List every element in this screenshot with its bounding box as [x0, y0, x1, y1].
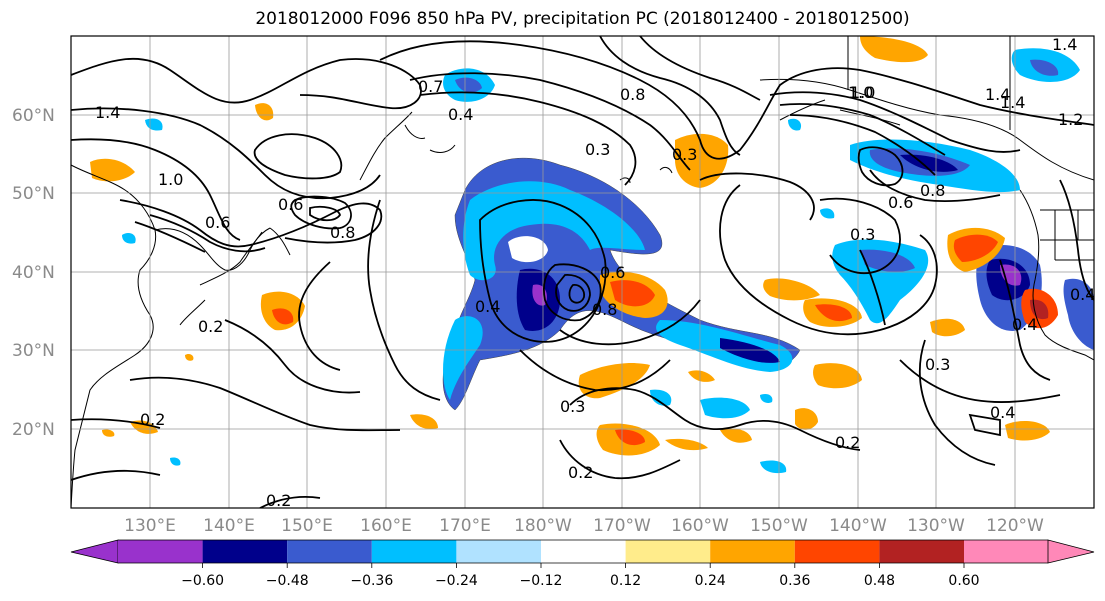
- lat-label-20n: 20°N: [12, 420, 55, 440]
- lon-label: 170°W: [593, 516, 651, 536]
- contour-label: 0.3: [560, 397, 585, 416]
- colorbar-tick-label: −0.12: [520, 573, 563, 589]
- colorbar-tick-label: 0.60: [948, 573, 979, 589]
- contour-label: 0.4: [448, 105, 473, 124]
- kamchatka-coastline: [359, 111, 413, 181]
- colorbar-tick-label: 0.48: [864, 573, 895, 589]
- contour-label: 0.8: [330, 223, 355, 242]
- contour-label: 0.6: [888, 193, 913, 212]
- colorbar-tick-label: −0.48: [266, 573, 309, 589]
- pv-contour-1: [71, 57, 422, 110]
- colorbar-tick-label: 0.12: [610, 573, 641, 589]
- contour-label: 1.0: [158, 170, 183, 189]
- lon-label: 170°E: [439, 516, 491, 536]
- contour-label: 0.4: [475, 297, 500, 316]
- contour-label: 0.8: [620, 85, 645, 104]
- contour-label: 0.6: [278, 195, 303, 214]
- contour-label: 0.3: [925, 355, 950, 374]
- lon-label: 130°E: [124, 516, 176, 536]
- contour-label: 0.2: [198, 317, 223, 336]
- contour-label: 0.2: [266, 491, 291, 510]
- colorbar-segment: [879, 540, 964, 563]
- contour-label: 1.0: [848, 83, 873, 102]
- longitude-labels: 130°E 140°E 150°E 160°E 170°E 180°W 170°…: [124, 516, 1044, 536]
- contour-label: 1.2: [1058, 110, 1083, 129]
- lat-label-40n: 40°N: [12, 263, 55, 283]
- colorbar-segment: [541, 540, 626, 563]
- contour-label: 1.4: [985, 85, 1010, 104]
- contour-label: 1.4: [1000, 93, 1025, 112]
- contour-label: 0.8: [920, 181, 945, 200]
- lon-label: 160°E: [360, 516, 412, 536]
- contour-label: 0.4: [1012, 315, 1037, 334]
- colorbar-extend-right: [1047, 539, 1095, 564]
- map-title: 2018012000 F096 850 hPa PV, precipitatio…: [255, 9, 910, 29]
- colorbar: −0.60 −0.48 −0.36 −0.24 −0.12 0.12 0.24 …: [70, 539, 1095, 589]
- na-west-coastline: [1019, 189, 1094, 361]
- contour-label: 0.6: [600, 263, 625, 282]
- lon-label: 160°W: [671, 516, 729, 536]
- contour-label: 0.2: [835, 433, 860, 452]
- precip-positive-areas: [90, 36, 1058, 456]
- japan-coastline: [179, 231, 263, 326]
- colorbar-tick-label: 0.24: [695, 573, 726, 589]
- colorbar-extend-left: [70, 539, 119, 564]
- colorbar-tick-labels: −0.60 −0.48 −0.36 −0.24 −0.12 0.12 0.24 …: [181, 573, 979, 589]
- contour-label: 0.6: [205, 213, 230, 232]
- colorbar-segment: [118, 540, 203, 563]
- lon-label: 150°W: [750, 516, 808, 536]
- lon-label: 140°W: [829, 516, 887, 536]
- colorbar-segment: [371, 540, 457, 563]
- colorbar-segment: [710, 540, 795, 563]
- contour-label: 0.4: [1070, 285, 1095, 304]
- colorbar-segment: [964, 540, 1048, 563]
- lon-label: 130°W: [907, 516, 965, 536]
- contour-label: 0.7: [418, 77, 443, 96]
- colorbar-ticks: [202, 563, 965, 568]
- colorbar-tick-label: 0.36: [779, 573, 810, 589]
- map-frame: [70, 35, 1095, 509]
- contour-labels: 1.4 1.4 0.7 0.4 1.0 1.0 0.8 0.3 0.6 0.8 …: [95, 35, 1095, 510]
- colorbar-segment: [625, 540, 711, 563]
- contour-label: 0.8: [592, 300, 617, 319]
- lon-label: 150°E: [281, 516, 333, 536]
- lat-label-60n: 60°N: [12, 106, 55, 126]
- map-panel: 1.4 1.4 0.7 0.4 1.0 1.0 0.8 0.3 0.6 0.8 …: [71, 35, 1095, 510]
- colorbar-segment: [202, 540, 288, 563]
- lon-label: 120°W: [986, 516, 1044, 536]
- colorbar-tick-label: −0.60: [181, 573, 224, 589]
- coastlines: [71, 36, 1094, 508]
- pv-contours: [71, 36, 1094, 508]
- colorbar-segment: [456, 540, 541, 563]
- contour-label: 1.4: [95, 103, 120, 122]
- lon-label: 180°W: [514, 516, 572, 536]
- lat-label-30n: 30°N: [12, 341, 55, 361]
- latitude-labels: 60°N 50°N 40°N 30°N 20°N: [12, 106, 55, 440]
- contour-label: 0.2: [568, 463, 593, 482]
- colorbar-segment: [794, 540, 880, 563]
- contour-label: 1.0: [850, 83, 875, 102]
- contour-label: 0.2: [140, 410, 165, 429]
- lat-label-50n: 50°N: [12, 184, 55, 204]
- contour-label: 0.3: [672, 145, 697, 164]
- contour-label: 0.3: [850, 225, 875, 244]
- colorbar-tick-label: −0.36: [350, 573, 393, 589]
- contour-label: 1.4: [1052, 35, 1077, 54]
- lon-label: 140°E: [203, 516, 255, 536]
- contour-label: 0.3: [585, 140, 610, 159]
- contour-label: 0.4: [990, 403, 1015, 422]
- colorbar-segment: [287, 540, 372, 563]
- colorbar-tick-label: −0.24: [435, 573, 478, 589]
